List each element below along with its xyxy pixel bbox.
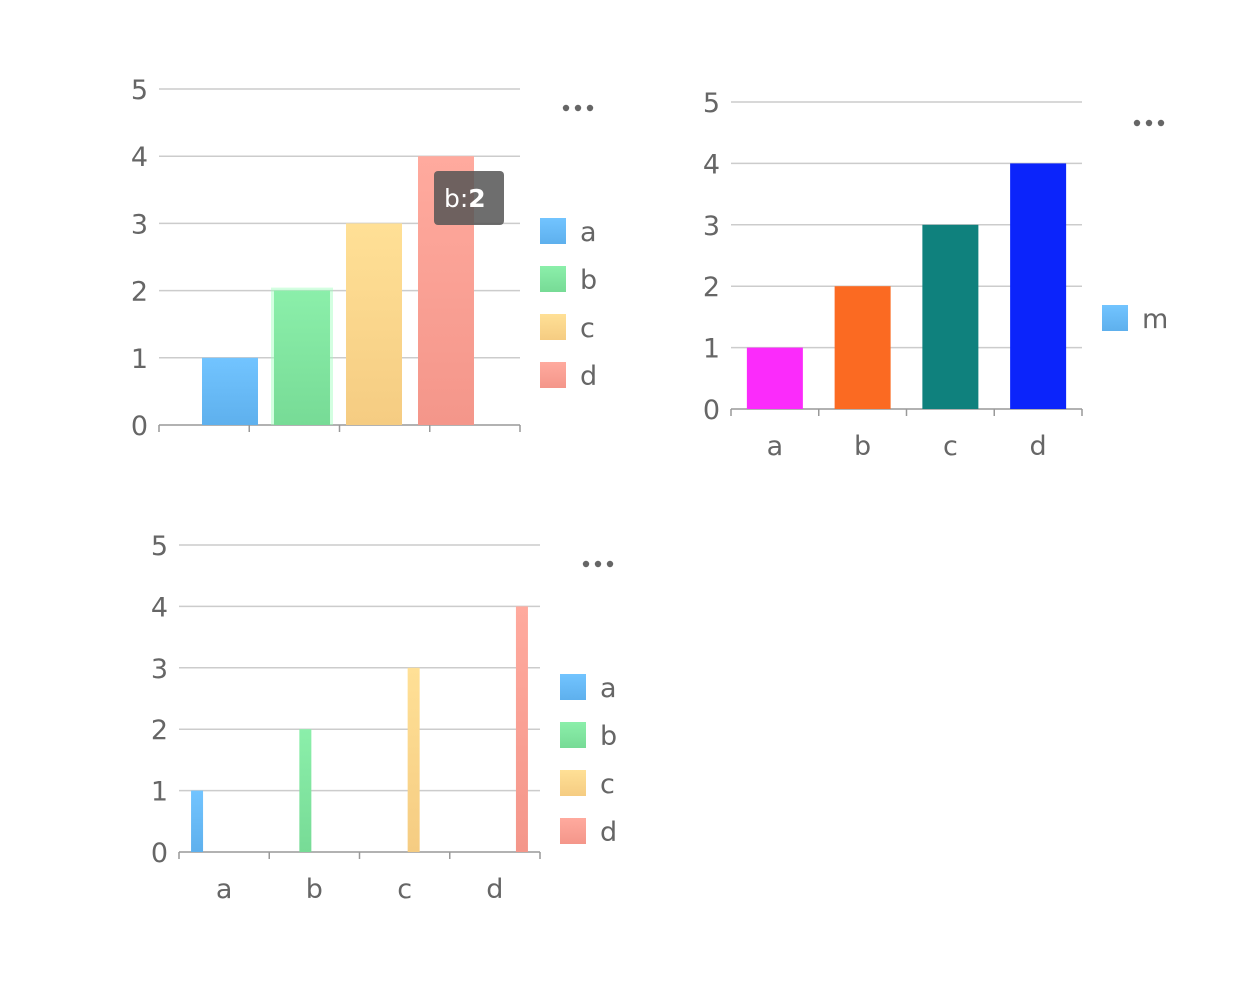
y-tick-label: 3 <box>151 654 168 685</box>
legend-item-b[interactable]: b <box>540 265 597 296</box>
legend-item-d[interactable]: d <box>540 361 597 392</box>
tooltip-background <box>434 171 504 225</box>
x-tick-label: a <box>216 874 233 905</box>
x-tick-label: a <box>767 431 784 462</box>
x-tick-label: c <box>397 874 412 905</box>
legend-swatch <box>540 314 566 340</box>
legend-label: d <box>600 817 617 848</box>
legend-swatch <box>560 674 586 700</box>
y-tick-label: 4 <box>703 149 720 180</box>
legend-item-d[interactable]: d <box>560 817 617 848</box>
x-tick-label: b <box>854 431 871 462</box>
x-tick-label: d <box>1030 431 1047 462</box>
y-tick-label: 5 <box>151 531 168 562</box>
chart-3-grid <box>179 544 540 792</box>
tooltip-label: b: <box>444 184 468 213</box>
bar-c[interactable] <box>407 667 420 852</box>
legend-label: b <box>600 721 617 752</box>
legend-item-m[interactable]: m <box>1102 304 1168 335</box>
chart-2-bar-chart: 0 1 2 3 4 5 a b c d m <box>703 88 1169 462</box>
bar-a[interactable] <box>746 347 803 409</box>
legend-label: a <box>580 217 597 248</box>
chart-2-legend: m <box>1102 304 1168 335</box>
chart-3-axes <box>178 851 541 859</box>
chart-3-x-ticks: a b c d <box>216 874 504 905</box>
legend-label: b <box>580 265 597 296</box>
legend-swatch <box>1102 305 1128 331</box>
legend-swatch <box>560 722 586 748</box>
bar-c[interactable] <box>922 224 979 409</box>
chart-2-axes <box>730 408 1083 416</box>
y-tick-label: 3 <box>703 211 720 242</box>
y-tick-label: 0 <box>131 411 148 442</box>
y-tick-label: 1 <box>151 777 168 808</box>
x-tick-label: d <box>486 874 503 905</box>
y-tick-label: 3 <box>131 209 148 240</box>
chart-2-y-ticks: 0 1 2 3 4 5 <box>703 88 720 426</box>
bar-d[interactable] <box>515 606 528 852</box>
more-horizontal-icon[interactable] <box>558 96 598 120</box>
legend-label: c <box>600 769 615 800</box>
y-tick-label: 2 <box>131 277 148 308</box>
y-tick-label: 2 <box>151 715 168 746</box>
legend-label: c <box>580 313 595 344</box>
y-tick-label: 0 <box>151 838 168 869</box>
y-tick-label: 5 <box>703 88 720 119</box>
y-tick-label: 5 <box>131 75 148 106</box>
y-tick-label: 4 <box>131 142 148 173</box>
chart-2-x-ticks: a b c d <box>767 431 1047 462</box>
chart-1-tooltip: b:2 <box>434 171 504 225</box>
y-tick-label: 2 <box>703 272 720 303</box>
x-tick-label: b <box>306 874 323 905</box>
legend-item-c[interactable]: c <box>540 313 595 344</box>
bar-b[interactable] <box>274 290 330 425</box>
y-tick-label: 0 <box>703 395 720 426</box>
legend-swatch <box>540 266 566 292</box>
legend-item-a[interactable]: a <box>560 673 617 704</box>
bar-a[interactable] <box>202 357 258 425</box>
legend-label: d <box>580 361 597 392</box>
bar-b[interactable] <box>299 729 312 852</box>
more-horizontal-icon[interactable] <box>578 552 618 576</box>
legend-label: m <box>1142 304 1168 335</box>
legend-swatch <box>540 218 566 244</box>
bar-d[interactable] <box>1010 163 1067 409</box>
bar-b[interactable] <box>834 286 891 409</box>
legend-label: a <box>600 673 617 704</box>
more-horizontal-icon[interactable] <box>1129 111 1169 135</box>
legend-swatch <box>540 362 566 388</box>
chart-1-y-ticks: 0 1 2 3 4 5 <box>131 75 148 442</box>
x-tick-label: c <box>943 431 958 462</box>
y-tick-label: 1 <box>703 334 720 365</box>
legend-item-a[interactable]: a <box>540 217 597 248</box>
bar-c[interactable] <box>346 223 402 425</box>
legend-item-b[interactable]: b <box>560 721 617 752</box>
chart-1-bars <box>202 156 474 425</box>
chart-3-y-ticks: 0 1 2 3 4 5 <box>151 531 168 869</box>
chart-3-bars <box>191 606 528 852</box>
chart-2-bars <box>746 163 1067 409</box>
y-tick-label: 1 <box>131 344 148 375</box>
legend-item-c[interactable]: c <box>560 769 615 800</box>
legend-swatch <box>560 770 586 796</box>
y-tick-label: 4 <box>151 592 168 623</box>
tooltip-text: b:2 <box>444 184 486 213</box>
bar-a[interactable] <box>191 790 204 852</box>
tooltip-value: 2 <box>468 184 485 213</box>
chart-1-axes <box>158 424 521 432</box>
legend-swatch <box>560 818 586 844</box>
